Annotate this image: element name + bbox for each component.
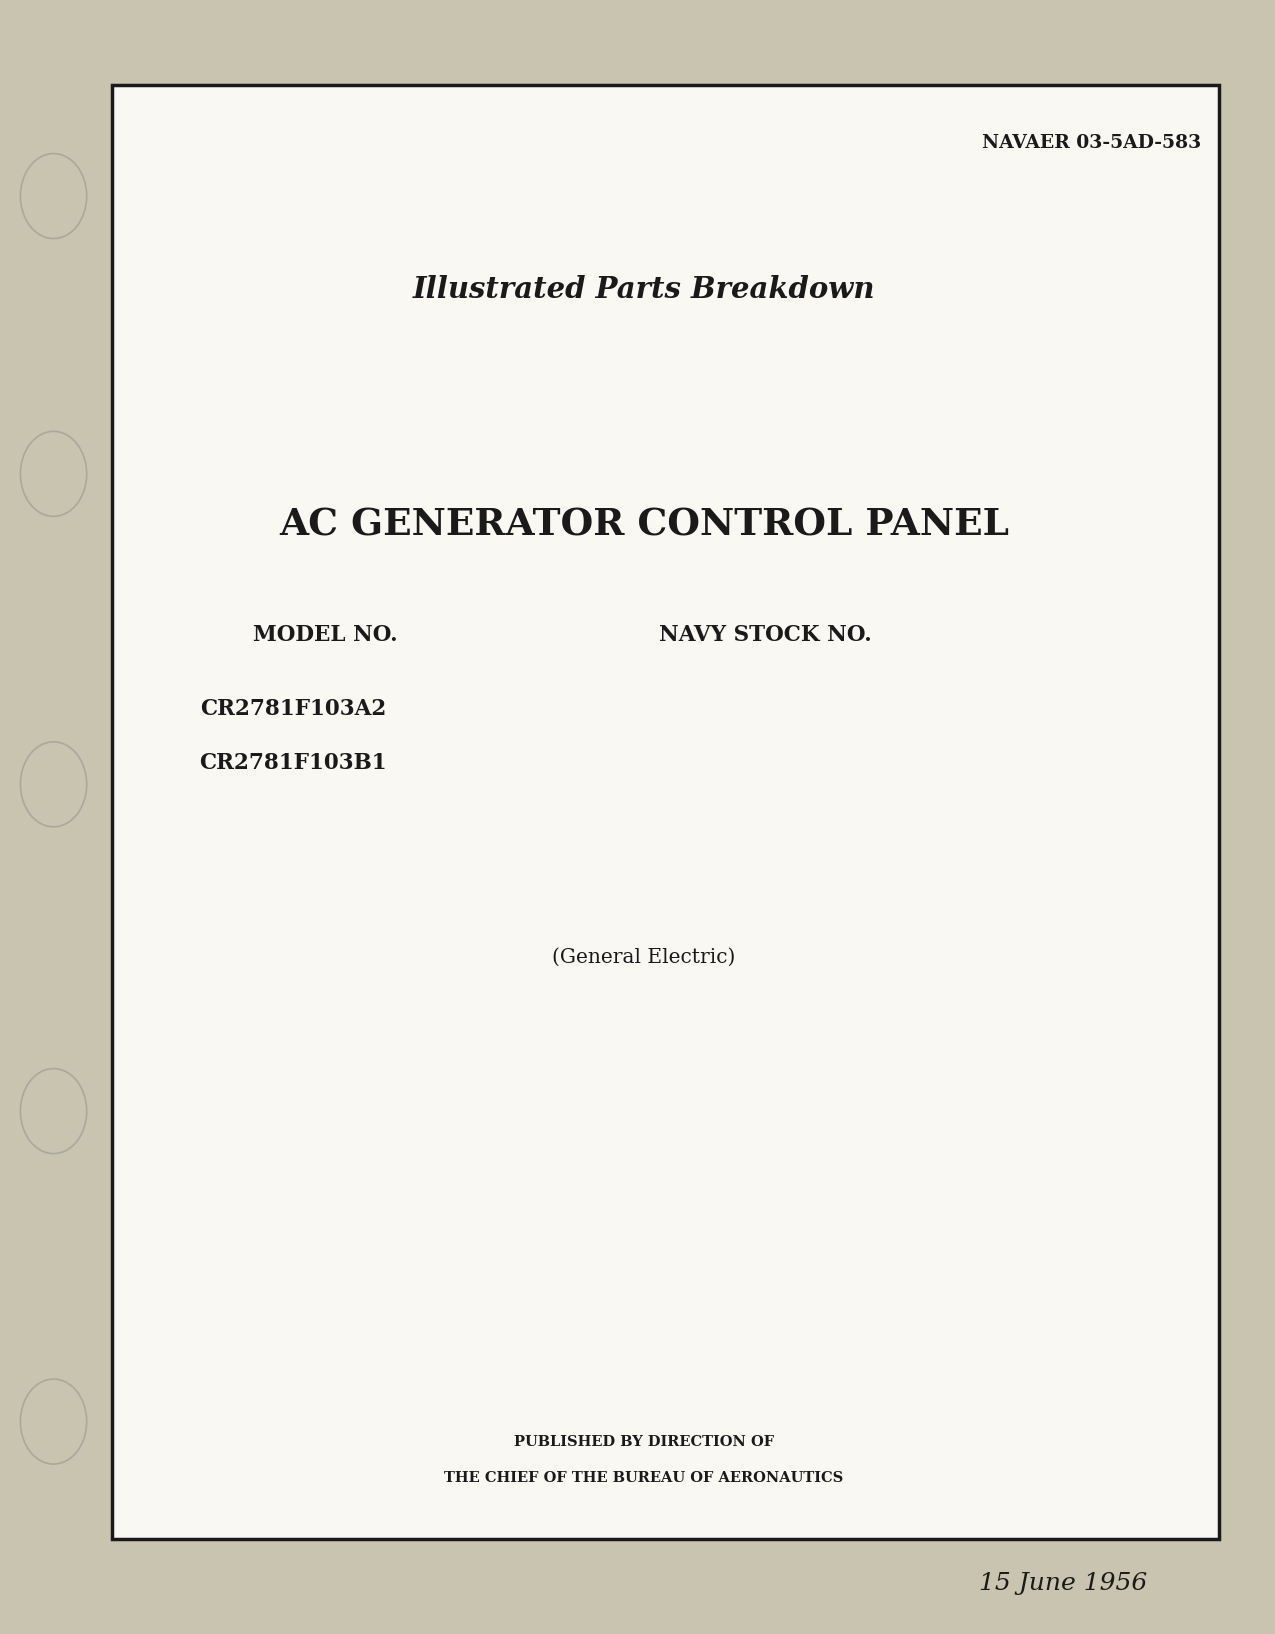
Text: CR2781F103A2: CR2781F103A2 <box>200 698 386 719</box>
Circle shape <box>20 742 87 827</box>
Text: NAVAER 03-5AD-583: NAVAER 03-5AD-583 <box>982 134 1201 152</box>
Text: NAVY STOCK NO.: NAVY STOCK NO. <box>659 624 871 645</box>
Circle shape <box>20 154 87 239</box>
Text: Illustrated Parts Breakdown: Illustrated Parts Breakdown <box>413 275 875 304</box>
Circle shape <box>20 1069 87 1154</box>
Text: 15 June 1956: 15 June 1956 <box>979 1572 1148 1595</box>
Text: MODEL NO.: MODEL NO. <box>252 624 398 645</box>
Text: AC GENERATOR CONTROL PANEL: AC GENERATOR CONTROL PANEL <box>279 507 1009 544</box>
Circle shape <box>20 431 87 516</box>
Text: (General Electric): (General Electric) <box>552 948 736 967</box>
Circle shape <box>20 1379 87 1464</box>
Text: THE CHIEF OF THE BUREAU OF AERONAUTICS: THE CHIEF OF THE BUREAU OF AERONAUTICS <box>444 1471 844 1485</box>
Text: PUBLISHED BY DIRECTION OF: PUBLISHED BY DIRECTION OF <box>514 1435 774 1449</box>
Text: CR2781F103B1: CR2781F103B1 <box>199 752 388 773</box>
FancyBboxPatch shape <box>112 85 1219 1539</box>
